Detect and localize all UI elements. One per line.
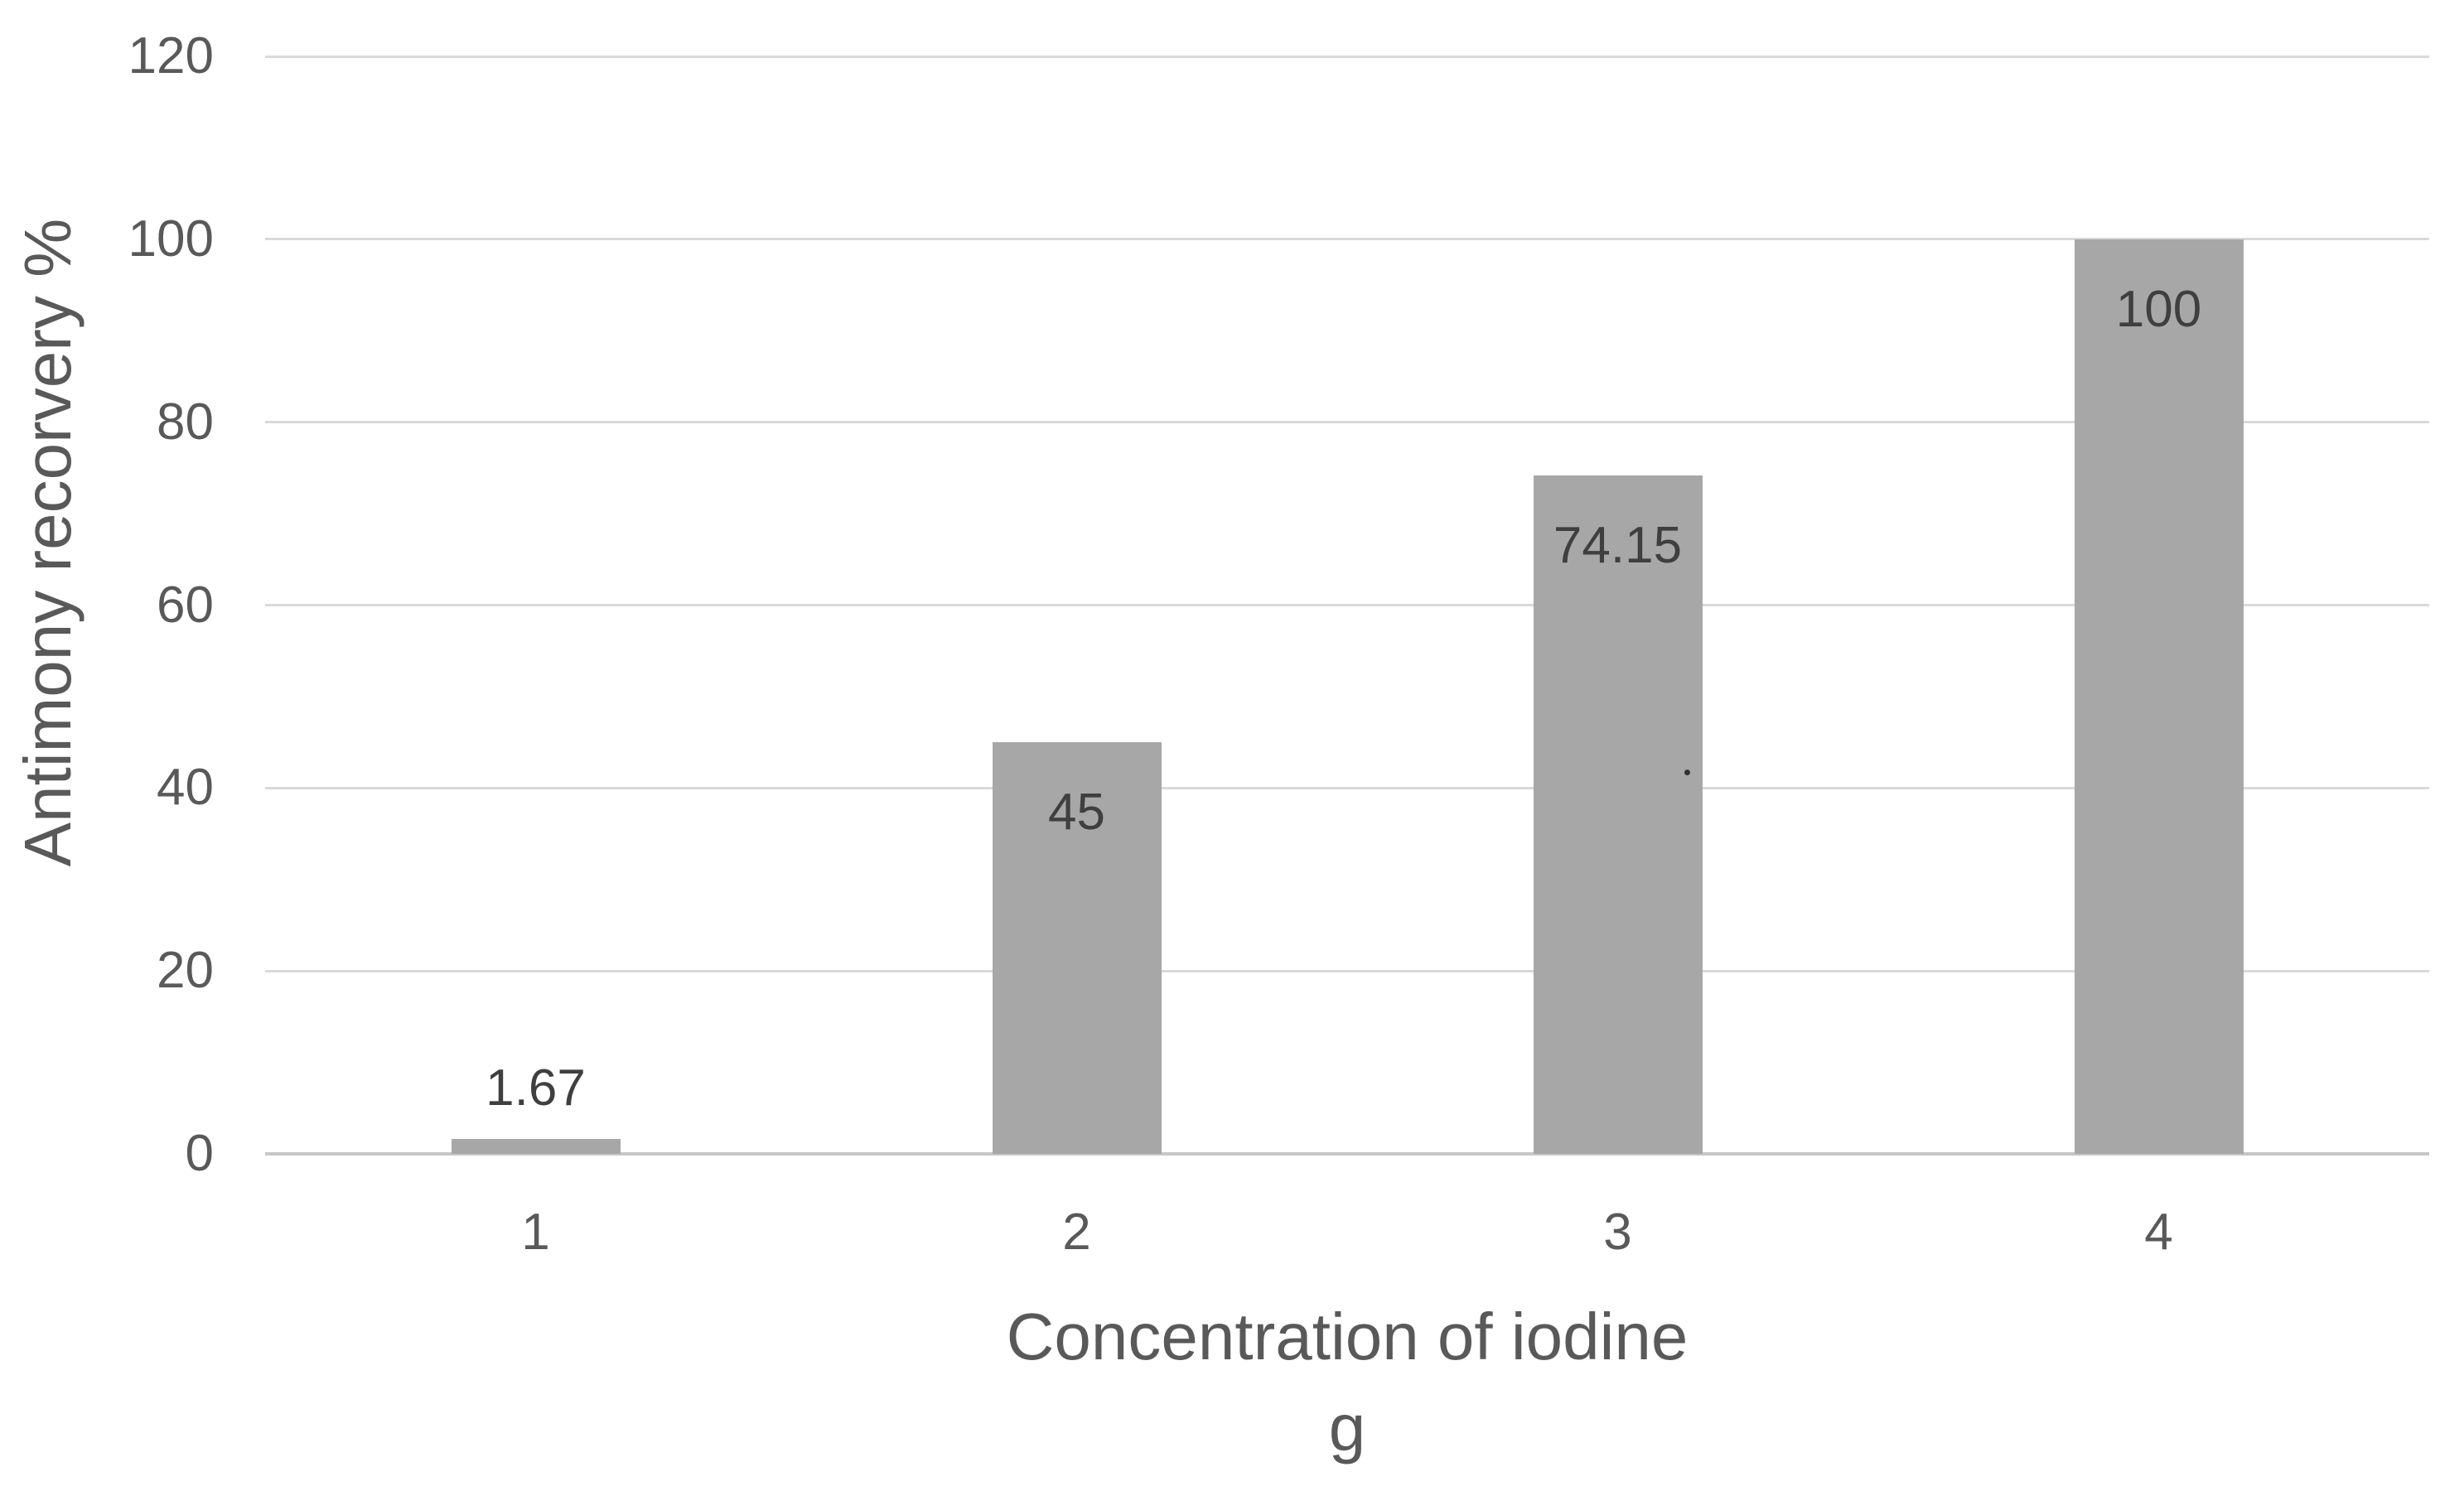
category-slot-4: 100 [1888,56,2429,1154]
x-tick-label-4: 4 [2144,1204,2173,1261]
bar-2 [992,742,1162,1154]
y-tick-label-80: 80 [157,393,214,451]
gridline-60 [265,604,2429,606]
bar-value-label-2: 45 [1048,784,1105,842]
category-slot-3: 74.15 [1347,56,1888,1154]
y-tick-label-0: 0 [185,1125,214,1182]
gridline-120 [265,55,2429,58]
x-axis-line [265,1152,2429,1156]
bar-value-label-3: 74.15 [1553,517,1683,575]
y-tick-label-100: 100 [128,210,214,268]
gridline-40 [265,786,2429,789]
category-slot-1: 1.67 [265,56,806,1154]
x-axis-title-block: Concentration of iodine g [265,1297,2429,1467]
category-slot-2: 45 [806,56,1347,1154]
plot-area: 1.67 45 74.15 100 [265,55,2429,1156]
bar-1 [451,1138,621,1154]
ink-speck-dot [1684,770,1690,775]
y-tick-label-40: 40 [157,759,214,817]
x-tick-label-2: 2 [1062,1204,1091,1261]
y-tick-label-60: 60 [157,576,214,634]
x-tick-label-1: 1 [521,1204,550,1261]
gridline-20 [265,969,2429,972]
x-tick-label-3: 3 [1603,1204,1632,1261]
gridline-100 [265,238,2429,241]
y-tick-label-20: 20 [157,942,214,1000]
bar-value-label-4: 100 [2115,280,2202,338]
bar-value-label-1: 1.67 [486,1059,586,1117]
bar-4 [2074,239,2244,1154]
x-axis-unit-label: g [1328,1391,1366,1464]
y-tick-label-120: 120 [128,27,214,84]
gridline-80 [265,421,2429,424]
bar-3 [1533,475,1703,1154]
x-axis-title: Concentration of iodine [1006,1300,1689,1373]
